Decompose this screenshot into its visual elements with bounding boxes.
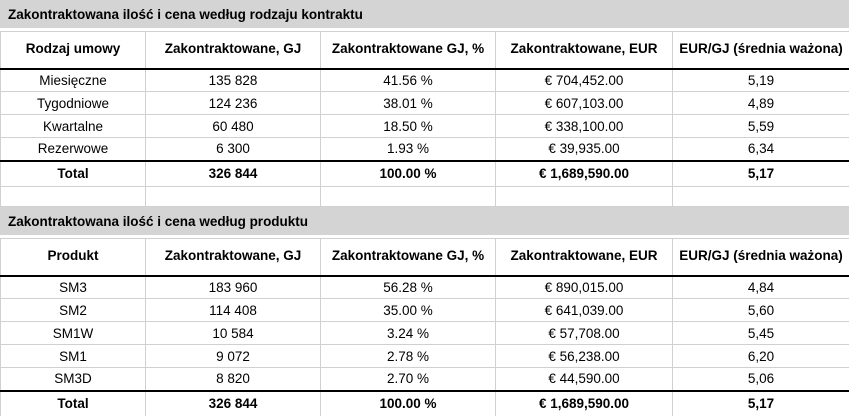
column-header-contracted-gj-pct: Zakontraktowane GJ, % — [321, 239, 496, 276]
cell-gj: 8 820 — [146, 368, 321, 391]
cell-contract-type: Tygodniowe — [1, 92, 146, 115]
cell-eur-per-gj: 5,45 — [673, 322, 849, 345]
cell-eur: € 607,103.00 — [496, 92, 673, 115]
cell-gj: 6 300 — [146, 138, 321, 161]
section-title-product: Zakontraktowana ilość i cena według prod… — [0, 207, 849, 235]
total-row: Total 326 844 100.00 % € 1,689,590.00 5,… — [1, 391, 849, 416]
contract-type-table: Rodzaj umowy Zakontraktowane, GJ Zakontr… — [0, 31, 849, 207]
cell-gj: 10 584 — [146, 322, 321, 345]
cell-gj-pct: 2.78 % — [321, 345, 496, 368]
cell-total-eur-per-gj: 5,17 — [673, 161, 849, 187]
cell-eur: € 39,935.00 — [496, 138, 673, 161]
section-contract-type: Zakontraktowana ilość i cena według rodz… — [0, 0, 849, 207]
cell-gj: 60 480 — [146, 115, 321, 138]
cell-eur: € 338,100.00 — [496, 115, 673, 138]
cell-contract-type: Miesięczne — [1, 69, 146, 92]
table-row: SM3D 8 820 2.70 % € 44,590.00 5,06 — [1, 368, 849, 391]
cell-total-gj-pct: 100.00 % — [321, 161, 496, 187]
table-row: SM2 114 408 35.00 % € 641,039.00 5,60 — [1, 299, 849, 322]
cell-gj: 124 236 — [146, 92, 321, 115]
cell-gj-pct: 18.50 % — [321, 115, 496, 138]
empty-cell — [1, 187, 146, 207]
column-header-contracted-eur: Zakontraktowane, EUR — [496, 239, 673, 276]
cell-gj: 183 960 — [146, 276, 321, 299]
cell-gj-pct: 38.01 % — [321, 92, 496, 115]
cell-total-eur-per-gj: 5,17 — [673, 391, 849, 416]
cell-eur-per-gj: 5,19 — [673, 69, 849, 92]
cell-product: SM3 — [1, 276, 146, 299]
cell-product: SM2 — [1, 299, 146, 322]
column-header-contracted-gj-pct: Zakontraktowane GJ, % — [321, 32, 496, 69]
column-header-contracted-gj: Zakontraktowane, GJ — [146, 32, 321, 69]
spacer-row — [1, 187, 849, 207]
cell-total-label: Total — [1, 161, 146, 187]
cell-gj-pct: 3.24 % — [321, 322, 496, 345]
column-header-product: Produkt — [1, 239, 146, 276]
cell-eur-per-gj: 5,60 — [673, 299, 849, 322]
cell-eur: € 890,015.00 — [496, 276, 673, 299]
cell-product: SM1 — [1, 345, 146, 368]
table-row: Rezerwowe 6 300 1.93 % € 39,935.00 6,34 — [1, 138, 849, 161]
total-row: Total 326 844 100.00 % € 1,689,590.00 5,… — [1, 161, 849, 187]
cell-gj: 114 408 — [146, 299, 321, 322]
cell-eur-per-gj: 6,20 — [673, 345, 849, 368]
cell-eur: € 44,590.00 — [496, 368, 673, 391]
cell-gj-pct: 41.56 % — [321, 69, 496, 92]
table-row: SM3 183 960 56.28 % € 890,015.00 4,84 — [1, 276, 849, 299]
column-header-eur-per-gj: EUR/GJ (średnia ważona) — [673, 32, 849, 69]
cell-eur-per-gj: 5,06 — [673, 368, 849, 391]
table-row: SM1W 10 584 3.24 % € 57,708.00 5,45 — [1, 322, 849, 345]
cell-product: SM1W — [1, 322, 146, 345]
table-row: Tygodniowe 124 236 38.01 % € 607,103.00 … — [1, 92, 849, 115]
cell-eur-per-gj: 6,34 — [673, 138, 849, 161]
product-table: Produkt Zakontraktowane, GJ Zakontraktow… — [0, 238, 849, 416]
cell-eur-per-gj: 4,84 — [673, 276, 849, 299]
cell-eur: € 641,039.00 — [496, 299, 673, 322]
cell-gj-pct: 56.28 % — [321, 276, 496, 299]
cell-gj-pct: 1.93 % — [321, 138, 496, 161]
cell-contract-type: Rezerwowe — [1, 138, 146, 161]
cell-gj-pct: 2.70 % — [321, 368, 496, 391]
cell-total-gj-pct: 100.00 % — [321, 391, 496, 416]
cell-total-gj: 326 844 — [146, 391, 321, 416]
empty-cell — [496, 187, 673, 207]
cell-total-eur: € 1,689,590.00 — [496, 391, 673, 416]
cell-contract-type: Kwartalne — [1, 115, 146, 138]
header-row: Produkt Zakontraktowane, GJ Zakontraktow… — [1, 239, 849, 276]
cell-gj: 135 828 — [146, 69, 321, 92]
column-header-eur-per-gj: EUR/GJ (średnia ważona) — [673, 239, 849, 276]
column-header-contract-type: Rodzaj umowy — [1, 32, 146, 69]
table-row: SM1 9 072 2.78 % € 56,238.00 6,20 — [1, 345, 849, 368]
cell-product: SM3D — [1, 368, 146, 391]
cell-eur: € 704,452.00 — [496, 69, 673, 92]
empty-cell — [321, 187, 496, 207]
empty-cell — [146, 187, 321, 207]
cell-total-label: Total — [1, 391, 146, 416]
cell-total-eur: € 1,689,590.00 — [496, 161, 673, 187]
empty-cell — [673, 187, 849, 207]
cell-gj-pct: 35.00 % — [321, 299, 496, 322]
cell-gj: 9 072 — [146, 345, 321, 368]
section-title-contract-type: Zakontraktowana ilość i cena według rodz… — [0, 0, 849, 28]
cell-eur: € 57,708.00 — [496, 322, 673, 345]
header-row: Rodzaj umowy Zakontraktowane, GJ Zakontr… — [1, 32, 849, 69]
column-header-contracted-gj: Zakontraktowane, GJ — [146, 239, 321, 276]
cell-eur-per-gj: 4,89 — [673, 92, 849, 115]
table-row: Kwartalne 60 480 18.50 % € 338,100.00 5,… — [1, 115, 849, 138]
cell-total-gj: 326 844 — [146, 161, 321, 187]
column-header-contracted-eur: Zakontraktowane, EUR — [496, 32, 673, 69]
cell-eur: € 56,238.00 — [496, 345, 673, 368]
table-row: Miesięczne 135 828 41.56 % € 704,452.00 … — [1, 69, 849, 92]
section-product: Zakontraktowana ilość i cena według prod… — [0, 207, 849, 416]
cell-eur-per-gj: 5,59 — [673, 115, 849, 138]
